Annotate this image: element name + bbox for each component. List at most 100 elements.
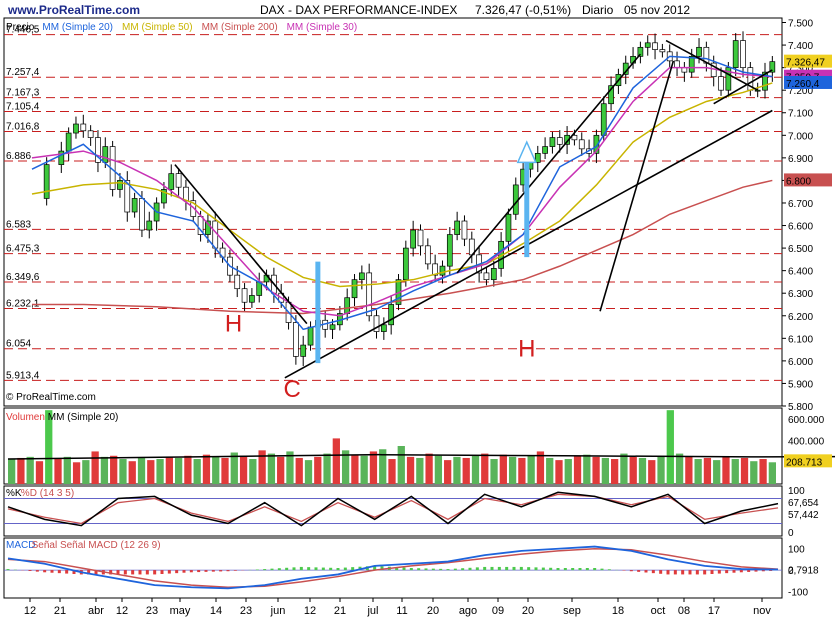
volume-bar bbox=[165, 456, 173, 484]
volume-bar bbox=[360, 455, 368, 484]
candle-up bbox=[43, 164, 50, 199]
legend-entry: Volumen bbox=[6, 412, 45, 423]
candle-up bbox=[388, 304, 395, 326]
volume-bar bbox=[26, 456, 34, 484]
candle-up bbox=[358, 272, 365, 281]
candle-up bbox=[300, 344, 307, 357]
volume-bar bbox=[156, 459, 164, 484]
macd-hist-bar bbox=[505, 566, 509, 571]
candle-up bbox=[329, 324, 336, 330]
x-tick-label: 18 bbox=[612, 605, 624, 617]
y-tick-label: 6.400 bbox=[788, 267, 813, 278]
volume-bar bbox=[666, 410, 674, 484]
candle-up bbox=[168, 173, 175, 190]
macd-hist-bar bbox=[651, 570, 655, 574]
volume-bar bbox=[119, 459, 127, 484]
price-tag bbox=[784, 54, 832, 68]
volume-bar bbox=[277, 456, 285, 484]
trendline bbox=[456, 53, 642, 274]
candle-up bbox=[454, 220, 460, 235]
candle-up bbox=[439, 265, 446, 276]
watermark: © ProRealTime.com bbox=[6, 392, 96, 403]
x-tick-label: sep bbox=[563, 605, 581, 617]
volume-bar bbox=[416, 457, 424, 484]
candle-up bbox=[549, 137, 556, 147]
x-tick-label: 20 bbox=[427, 605, 439, 617]
y-tick-label: 0 bbox=[788, 528, 794, 539]
macd-hist-bar bbox=[182, 570, 186, 573]
ma50-line bbox=[31, 82, 773, 288]
x-tick-label: abr bbox=[88, 605, 104, 617]
volume-bar bbox=[128, 461, 136, 484]
volume-bar bbox=[675, 453, 684, 484]
y-tick-label: 7.400 bbox=[788, 41, 813, 52]
support-label: 7.446,5 bbox=[6, 25, 40, 36]
macd-hist-bar bbox=[563, 568, 567, 571]
macd-hist-bar bbox=[710, 570, 714, 574]
candle-down bbox=[95, 137, 101, 163]
candle-up bbox=[725, 67, 732, 91]
x-tick-label: oct bbox=[651, 605, 666, 617]
volume-ma-line bbox=[7, 453, 835, 460]
volume-bar bbox=[63, 456, 71, 484]
macd-hist-bar bbox=[189, 570, 193, 573]
volume-bar bbox=[406, 456, 415, 484]
volume-bar bbox=[657, 455, 665, 484]
candle-up bbox=[65, 132, 72, 152]
volume-tag-label: 208.713 bbox=[786, 457, 823, 468]
macd-hist-bar bbox=[637, 570, 641, 572]
volume-bar bbox=[759, 459, 767, 484]
volume-bar bbox=[722, 456, 730, 484]
candle-up bbox=[307, 326, 314, 346]
macd-hist-bar bbox=[659, 570, 663, 574]
macd-hist-bar bbox=[145, 570, 149, 575]
macd-hist-bar bbox=[138, 570, 142, 575]
macd-hist-bar bbox=[72, 570, 76, 574]
macd-hist-bar bbox=[600, 568, 604, 571]
candle-up bbox=[117, 180, 123, 190]
macd-hist-bar bbox=[123, 570, 127, 575]
x-tick-label: 14 bbox=[210, 605, 222, 617]
volume-bar bbox=[462, 457, 470, 484]
volume-bar bbox=[17, 457, 25, 484]
x-tick-label: nov bbox=[753, 605, 771, 617]
x-tick-label: jun bbox=[270, 605, 286, 617]
legend-entry: MM (Simple 200) bbox=[202, 22, 278, 33]
macd-hist-bar bbox=[160, 570, 164, 574]
volume-bar bbox=[573, 455, 582, 484]
x-tick-label: 12 bbox=[116, 605, 128, 617]
macd-hist-bar bbox=[292, 567, 296, 571]
support-label: 6.054 bbox=[6, 339, 31, 350]
volume-bar bbox=[35, 461, 44, 484]
macd-hist-bar bbox=[747, 570, 751, 572]
candle-up bbox=[402, 247, 409, 281]
y-tick-label: 100 bbox=[788, 545, 805, 556]
trendline bbox=[665, 39, 759, 91]
candle-down bbox=[740, 40, 746, 68]
price-change: 7.326,47 (-0,51%) bbox=[475, 3, 571, 17]
macd-hist-bar bbox=[497, 566, 501, 571]
macd-line bbox=[7, 545, 779, 590]
macd-hist-bar bbox=[351, 567, 355, 571]
macd-hist-bar bbox=[263, 569, 267, 571]
pattern-annotation: H bbox=[225, 311, 242, 338]
volume-bar bbox=[212, 456, 220, 484]
legend-entry: MACD bbox=[6, 540, 35, 551]
y-tick-label: 0 bbox=[788, 566, 794, 577]
macd-hist-bar bbox=[571, 568, 575, 571]
candle-down bbox=[461, 220, 468, 240]
macd-hist-bar bbox=[380, 566, 384, 571]
volume-bar bbox=[499, 454, 507, 484]
macd-hist-bar bbox=[299, 566, 303, 571]
price-tag-label: 7.326,47 bbox=[786, 58, 825, 69]
volume-bar bbox=[601, 457, 610, 484]
volume-bar bbox=[481, 453, 489, 484]
volume-bar bbox=[351, 454, 359, 484]
price-tag bbox=[784, 173, 832, 187]
projection-arrow bbox=[516, 140, 537, 164]
volume-bar bbox=[379, 449, 387, 484]
candle-down bbox=[241, 288, 248, 303]
candle-down bbox=[432, 263, 438, 276]
site-url[interactable]: www.ProRealTime.com bbox=[7, 3, 140, 17]
